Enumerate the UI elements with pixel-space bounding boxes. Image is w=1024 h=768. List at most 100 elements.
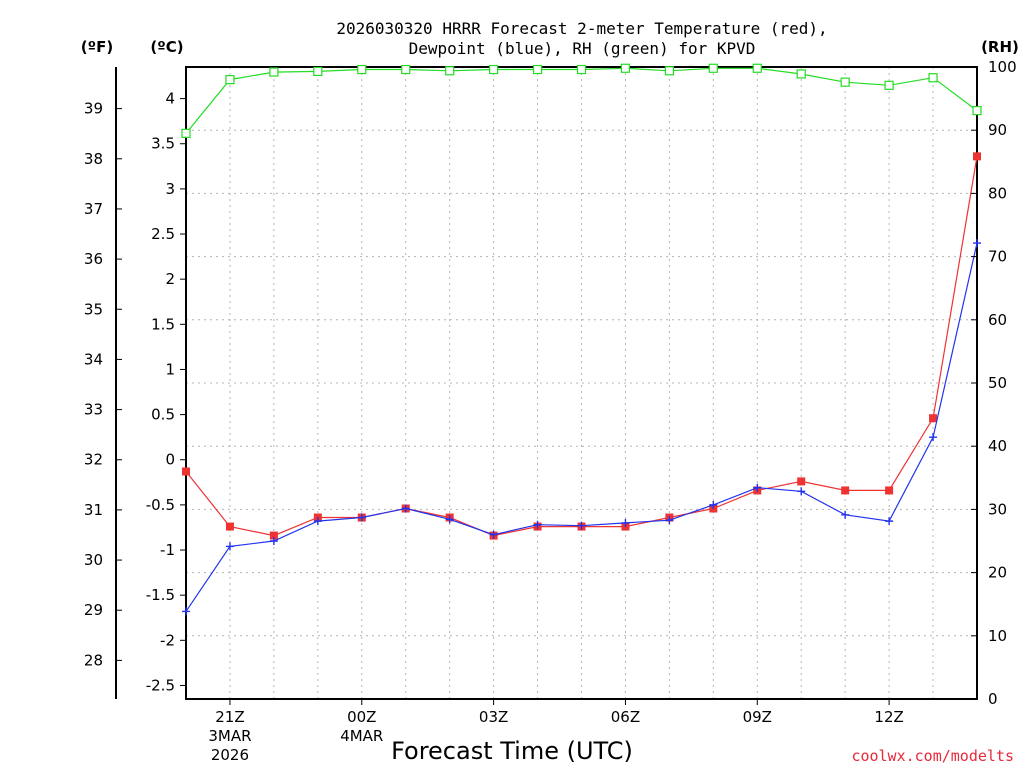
rh-point [445, 66, 455, 76]
fahrenheit-tick-label: 35 [84, 300, 103, 318]
dewpoint-point [313, 517, 322, 526]
rh-point [401, 64, 411, 75]
temperature-point [797, 477, 806, 486]
x-axis-label: Forecast Time (UTC) [391, 737, 633, 765]
dewpoint-point [225, 542, 234, 551]
celsius-tick-label: -1.5 [146, 586, 175, 604]
fahrenheit-tick-label: 29 [84, 601, 103, 619]
temperature-point [885, 486, 894, 495]
chart-title-line1: 2026030320 HRRR Forecast 2-meter Tempera… [336, 19, 827, 38]
dewpoint-point [445, 515, 454, 524]
fahrenheit-unit-label: (ºF) [81, 38, 113, 56]
dewpoint-point [182, 607, 190, 616]
fahrenheit-tick-label: 39 [84, 100, 103, 118]
rh-point [357, 64, 367, 75]
dewpoint-point [357, 513, 366, 522]
x-tick-label: 12Z [874, 708, 903, 726]
rh-point [840, 77, 850, 87]
temperature-point [929, 414, 938, 423]
chart-title-line2: Dewpoint (blue), RH (green) for KPVD [409, 39, 756, 58]
fahrenheit-tick-label: 31 [84, 501, 103, 519]
celsius-tick-label: 2.5 [151, 225, 175, 243]
celsius-tick-label: -2.5 [146, 676, 175, 694]
rh-point [752, 63, 762, 73]
dewpoint-point [269, 537, 278, 545]
fahrenheit-tick-label: 38 [84, 150, 103, 168]
dewpoint-point [929, 433, 938, 442]
rh-tick-label: 90 [988, 121, 1007, 139]
celsius-tick-label: 2 [165, 270, 175, 288]
x-tick-label: 21Z [215, 708, 244, 726]
rh-point [972, 106, 982, 116]
rh-point [884, 80, 894, 90]
rh-point [225, 75, 235, 85]
rh-tick-label: 50 [988, 374, 1007, 392]
rh-line [185, 67, 978, 134]
x-tick-date-label: 4MAR [340, 727, 383, 745]
rh-unit-label: (RH) [981, 38, 1019, 56]
dewpoint-point [621, 518, 630, 527]
celsius-tick-label: -1 [160, 541, 175, 559]
temperature-point [841, 486, 850, 495]
series-lines [181, 63, 982, 616]
rh-tick-label: 70 [988, 248, 1007, 266]
rh-tick-label: 30 [988, 500, 1007, 518]
temperature-point [225, 522, 234, 531]
dewpoint-point [665, 516, 674, 525]
x-tick-label: 06Z [611, 708, 640, 726]
x-tick-label: 09Z [743, 708, 772, 726]
fahrenheit-tick-label: 30 [84, 551, 103, 569]
credit-text: coolwx.com/modelts [851, 747, 1014, 765]
rh-tick-label: 20 [988, 564, 1007, 582]
celsius-unit-label: (ºC) [150, 38, 183, 56]
x-tick-label: 03Z [479, 708, 508, 726]
axis-ticks: -2.5 -2 -1.5 -1 -0.5 0 0.5 1 1.5 2 2.5 3 3.5 4 28 29 30 3… [84, 58, 1017, 764]
temperature-point [182, 467, 190, 476]
rh-tick-label: 10 [988, 627, 1007, 645]
rh-point [181, 128, 191, 138]
rh-point [620, 63, 631, 73]
fahrenheit-tick-label: 33 [84, 401, 103, 419]
rh-tick-label: 40 [988, 437, 1007, 455]
rh-point [532, 64, 543, 75]
celsius-tick-label: 0.5 [151, 406, 175, 424]
dewpoint-point [841, 510, 850, 519]
rh-tick-label: 60 [988, 311, 1007, 329]
dewpoint-point [489, 530, 498, 539]
rh-point [269, 67, 279, 77]
temperature-point [269, 531, 278, 540]
celsius-tick-label: 3.5 [151, 135, 175, 153]
rh-point [664, 66, 674, 76]
rh-tick-label: 0 [988, 690, 998, 708]
dewpoint-point [401, 504, 410, 513]
dewpoint-point [973, 239, 981, 248]
rh-point [313, 66, 323, 77]
celsius-tick-label: 3 [165, 180, 175, 198]
rh-point [928, 73, 938, 83]
x-tick-date-label: 3MAR [208, 727, 251, 745]
rh-point [489, 64, 499, 75]
fahrenheit-tick-label: 37 [84, 200, 103, 218]
dewpoint-point [885, 517, 894, 526]
celsius-tick-label: 1 [165, 360, 175, 378]
temperature-point [973, 152, 981, 161]
dewpoint-point [533, 520, 542, 529]
rh-point [708, 63, 718, 73]
dewpoint-point [753, 483, 762, 492]
temperature-line [185, 156, 978, 537]
celsius-tick-label: 4 [165, 90, 175, 108]
rh-point [796, 69, 806, 79]
fahrenheit-tick-label: 28 [84, 651, 103, 669]
dewpoint-point [709, 500, 718, 509]
celsius-tick-label: 0 [165, 451, 175, 469]
fahrenheit-tick-label: 34 [84, 350, 103, 368]
rh-tick-label: 80 [988, 184, 1007, 202]
dewpoint-point [797, 487, 806, 496]
celsius-tick-label: -0.5 [146, 496, 175, 514]
grid-lines [186, 67, 977, 699]
rh-point [576, 64, 587, 75]
fahrenheit-tick-label: 36 [84, 250, 103, 268]
rh-tick-label: 100 [988, 58, 1017, 76]
celsius-tick-label: 1.5 [151, 315, 175, 333]
